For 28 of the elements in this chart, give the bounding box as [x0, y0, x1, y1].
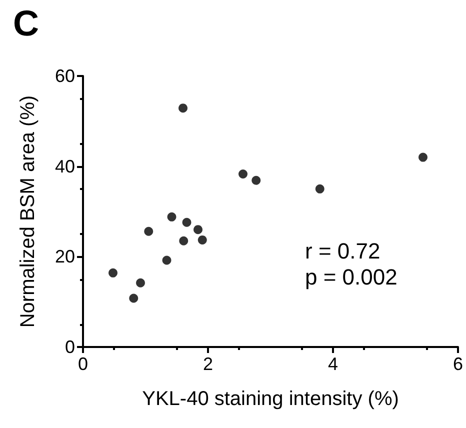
- point: [418, 152, 428, 162]
- y-tick-label: 60: [54, 66, 75, 86]
- point: [194, 225, 202, 234]
- chart-title: C: [13, 2, 39, 44]
- x-tick-label: 0: [78, 354, 88, 374]
- point: [178, 104, 188, 113]
- y-axis-title: Normalized BSM area (%): [17, 95, 39, 328]
- x-tick-label: 6: [452, 354, 463, 374]
- x-axis-title: YKL-40 staining intensity (%): [142, 388, 399, 410]
- annotation: p = 0.002: [305, 264, 398, 290]
- point: [315, 184, 324, 194]
- point: [167, 212, 176, 222]
- point: [179, 236, 188, 246]
- x-tick-label: 4: [328, 354, 338, 374]
- point: [182, 218, 192, 227]
- annotation: r = 0.72: [305, 238, 380, 264]
- point: [198, 235, 207, 244]
- y-tick-label: 0: [64, 337, 75, 357]
- point: [252, 176, 261, 185]
- y-tick-label: 20: [54, 246, 75, 267]
- point: [136, 278, 145, 288]
- point: [162, 256, 172, 265]
- point: [129, 294, 138, 303]
- point: [238, 170, 248, 179]
- y-tick-label: 40: [54, 156, 75, 176]
- point: [108, 268, 118, 278]
- x-tick-label: 2: [202, 354, 214, 374]
- point: [144, 226, 154, 236]
